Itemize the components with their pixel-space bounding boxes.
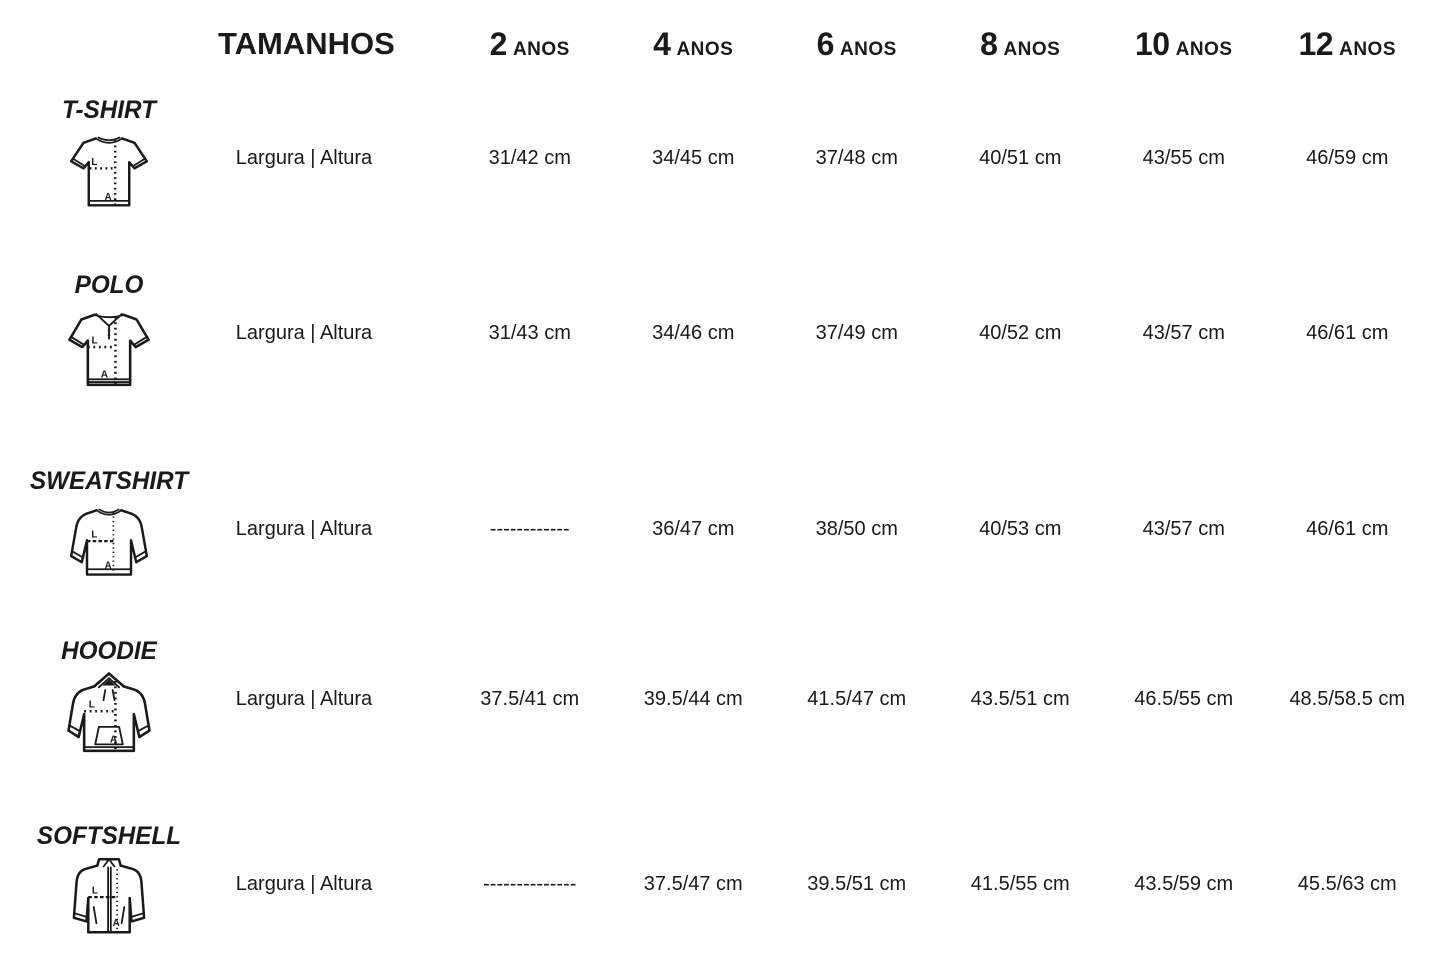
table-row: HOODIE L A Largura | Altura 37.5/41 cm 3 — [0, 625, 1429, 810]
garment-name: HOODIE — [61, 637, 157, 665]
garment-name: T-SHIRT — [62, 96, 156, 124]
size-value: 46/59 cm — [1306, 147, 1389, 169]
age-number: 12 — [1298, 26, 1334, 62]
hoodie-icon: L A — [67, 672, 151, 753]
garment-cell-softshell: SOFTSHELL L A — [0, 810, 218, 972]
table-row: POLO L A Largura | Altura 31/43 cm 34/46 — [0, 259, 1429, 455]
size-value: 39.5/51 cm — [807, 873, 907, 895]
size-value: 36/47 cm — [652, 518, 735, 540]
column-header-6-anos: 6 ANOS — [775, 0, 939, 84]
garment-cell-hoodie: HOODIE L A — [0, 625, 218, 810]
age-unit: ANOS — [512, 39, 570, 60]
measure-label: Largura | Altura — [235, 147, 373, 169]
polo-icon: L A — [68, 313, 150, 387]
age-unit: ANOS — [839, 39, 897, 60]
size-value: 43/55 cm — [1142, 147, 1225, 169]
size-value: 46/61 cm — [1306, 518, 1389, 540]
size-value: 37.5/47 cm — [643, 873, 743, 895]
measure-label: Largura | Altura — [235, 322, 373, 344]
size-value: 39.5/44 cm — [643, 688, 743, 710]
size-value: 43/57 cm — [1142, 322, 1225, 344]
svg-text:L: L — [92, 335, 98, 346]
svg-text:A: A — [101, 369, 109, 380]
header-row: TAMANHOS 2 ANOS 4 ANOS 6 ANOS 8 ANOS 10 ANOS … — [0, 0, 1429, 84]
size-value: 43.5/51 cm — [970, 688, 1070, 710]
column-header-8-anos: 8 ANOS — [939, 0, 1103, 84]
age-number: 2 — [489, 26, 508, 62]
svg-text:A: A — [105, 560, 112, 571]
size-value: 41.5/55 cm — [970, 873, 1070, 895]
size-value: 43.5/59 cm — [1134, 873, 1234, 895]
table-title: TAMANHOS — [218, 26, 395, 61]
column-header-10-anos: 10 ANOS — [1102, 0, 1266, 84]
column-header-12-anos: 12 ANOS — [1266, 0, 1430, 84]
garment-cell-polo: POLO L A — [0, 259, 218, 455]
size-value: 31/42 cm — [488, 147, 571, 169]
age-unit: ANOS — [1339, 39, 1396, 60]
table-row: T-SHIRT L A Largura | Altura 31/42 cm 34… — [0, 84, 1429, 259]
size-value: 34/45 cm — [652, 147, 735, 169]
size-value: 34/46 cm — [652, 322, 735, 344]
age-number: 8 — [980, 26, 998, 62]
tshirt-icon: L A — [69, 136, 149, 207]
size-value: 46.5/55 cm — [1134, 688, 1234, 710]
svg-text:L: L — [91, 530, 97, 541]
size-value: 37/48 cm — [815, 147, 898, 169]
header-empty-cell — [0, 0, 218, 84]
age-unit: ANOS — [1003, 39, 1061, 60]
svg-text:A: A — [113, 918, 120, 929]
measure-label: Largura | Altura — [235, 518, 373, 540]
age-number: 4 — [653, 26, 671, 62]
table-row: SWEATSHIRT L A Largura | Altura --------… — [0, 455, 1429, 625]
size-value: 40/53 cm — [979, 518, 1062, 540]
svg-text:A: A — [105, 192, 112, 203]
size-value: 41.5/47 cm — [807, 688, 907, 710]
age-number: 10 — [1135, 26, 1170, 62]
size-value: 31/43 cm — [488, 322, 571, 344]
svg-text:A: A — [110, 735, 118, 746]
size-value: 48.5/58.5 cm — [1289, 688, 1406, 710]
age-unit: ANOS — [1175, 39, 1233, 60]
size-value: 38/50 cm — [815, 518, 898, 540]
garment-cell-sweatshirt: SWEATSHIRT L A — [0, 455, 218, 625]
table-row: SOFTSHELL L A Largura | Altura ---------… — [0, 810, 1429, 972]
size-value: 46/61 cm — [1306, 322, 1389, 344]
size-value: 40/52 cm — [979, 322, 1062, 344]
measure-label: Largura | Altura — [235, 873, 373, 895]
size-value: 37/49 cm — [815, 322, 898, 344]
size-value: ------------ — [489, 518, 570, 540]
sweatshirt-icon: L A — [69, 508, 149, 576]
age-unit: ANOS — [676, 39, 734, 60]
column-header-2-anos: 2 ANOS — [448, 0, 612, 84]
svg-text:L: L — [89, 700, 95, 711]
garment-name: POLO — [74, 271, 144, 299]
garment-name: SOFTSHELL — [36, 822, 182, 850]
garment-name: SWEATSHIRT — [29, 467, 189, 495]
size-value: 43/57 cm — [1142, 518, 1225, 540]
svg-text:L: L — [91, 157, 97, 168]
garment-cell-tshirt: T-SHIRT L A — [0, 84, 218, 259]
svg-text:L: L — [92, 886, 98, 897]
softshell-icon: L A — [72, 858, 146, 934]
size-value: 40/51 cm — [979, 147, 1062, 169]
measure-label: Largura | Altura — [235, 688, 373, 710]
size-value: 45.5/63 cm — [1297, 873, 1397, 895]
size-value: -------------- — [483, 873, 577, 895]
column-header-4-anos: 4 ANOS — [612, 0, 776, 84]
age-number: 6 — [816, 26, 835, 62]
size-value: 37.5/41 cm — [480, 688, 580, 710]
